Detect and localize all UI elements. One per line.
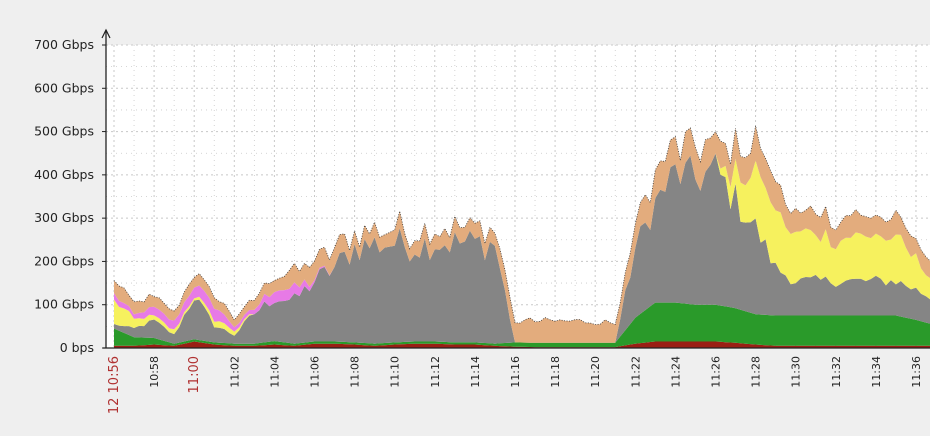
series-areas xyxy=(113,125,930,348)
x-tick-label: 11:32 xyxy=(830,356,843,388)
x-tick-label: 11:16 xyxy=(509,356,522,388)
y-tick-label: 500 Gbps xyxy=(34,124,94,139)
x-tick-label: 12 10:56 xyxy=(107,356,122,414)
x-tick-label: 11:26 xyxy=(709,356,722,388)
y-tick-label: 200 Gbps xyxy=(34,253,94,268)
axes xyxy=(101,28,930,349)
y-tick-label: 0 bps xyxy=(60,340,94,355)
x-tick-label: 11:12 xyxy=(429,356,442,388)
y-tick-label: 700 Gbps xyxy=(34,37,94,52)
series-area-gray xyxy=(114,153,930,344)
x-tick-label: 11:30 xyxy=(790,356,803,388)
total-outline xyxy=(113,125,930,326)
x-tick-labels: 12 10:56 10:58 11:00 11:02 11:04 11:06 11:08 11… xyxy=(107,356,923,414)
x-tick-label: 11:14 xyxy=(469,356,482,388)
y-tick-label: 400 Gbps xyxy=(34,167,94,182)
x-tick-label: 11:20 xyxy=(589,356,602,388)
y-tick-labels: 0 bps 100 Gbps 200 Gbps 300 Gbps 400 Gbps 500… xyxy=(34,37,94,355)
x-tick-label: 11:36 xyxy=(910,356,923,388)
y-tick-label: 600 Gbps xyxy=(34,80,94,95)
x-tick-label: 11:08 xyxy=(349,356,362,388)
x-tick-label: 11:34 xyxy=(870,356,883,388)
y-axis-arrow xyxy=(101,28,111,39)
x-tick-label: 10:58 xyxy=(148,356,161,388)
x-tick-label: 11:28 xyxy=(750,356,763,388)
y-tick-label: 100 Gbps xyxy=(34,297,94,312)
x-tick-label: 11:22 xyxy=(629,356,642,388)
grid-lines xyxy=(106,44,930,349)
x-tick-label: 11:10 xyxy=(389,356,402,388)
y-tick-label: 300 Gbps xyxy=(34,210,94,225)
x-tick-label: 11:06 xyxy=(308,356,321,388)
series-area-green xyxy=(114,302,930,348)
series-area-darkred xyxy=(114,341,930,348)
x-tick-label: 11:04 xyxy=(268,356,281,388)
x-tick-label: 11:18 xyxy=(549,356,562,388)
x-tick-label: 11:00 xyxy=(187,356,202,393)
x-tick-label: 11:24 xyxy=(669,356,682,388)
x-tick-label: 11:02 xyxy=(228,356,241,388)
